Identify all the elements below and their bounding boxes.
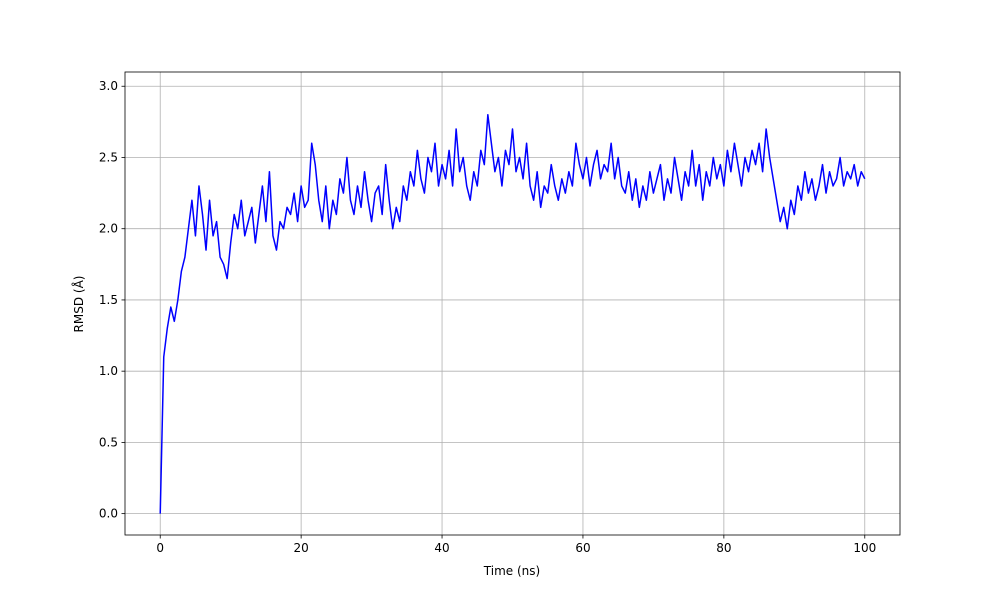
plot-frame bbox=[124, 71, 901, 536]
x-tick-label: 40 bbox=[434, 541, 449, 555]
data-line bbox=[159, 113, 866, 514]
y-tick-label: 2.0 bbox=[99, 222, 118, 236]
y-axis-label: RMSD (Å) bbox=[71, 276, 86, 333]
x-tick-label: 20 bbox=[293, 541, 308, 555]
y-tick-label: 0.0 bbox=[99, 507, 118, 521]
y-tick-label: 1.5 bbox=[99, 293, 118, 307]
x-tick-label: 80 bbox=[716, 541, 731, 555]
y-tick-label: 2.5 bbox=[99, 150, 118, 164]
x-tick-label: 100 bbox=[853, 541, 876, 555]
y-tick-label: 3.0 bbox=[99, 79, 118, 93]
x-tick-label: 60 bbox=[575, 541, 590, 555]
y-tick-label: 1.0 bbox=[99, 364, 118, 378]
x-axis-label: Time (ns) bbox=[483, 564, 540, 578]
y-tick-label: 0.5 bbox=[99, 435, 118, 449]
x-tick-label: 0 bbox=[156, 541, 164, 555]
